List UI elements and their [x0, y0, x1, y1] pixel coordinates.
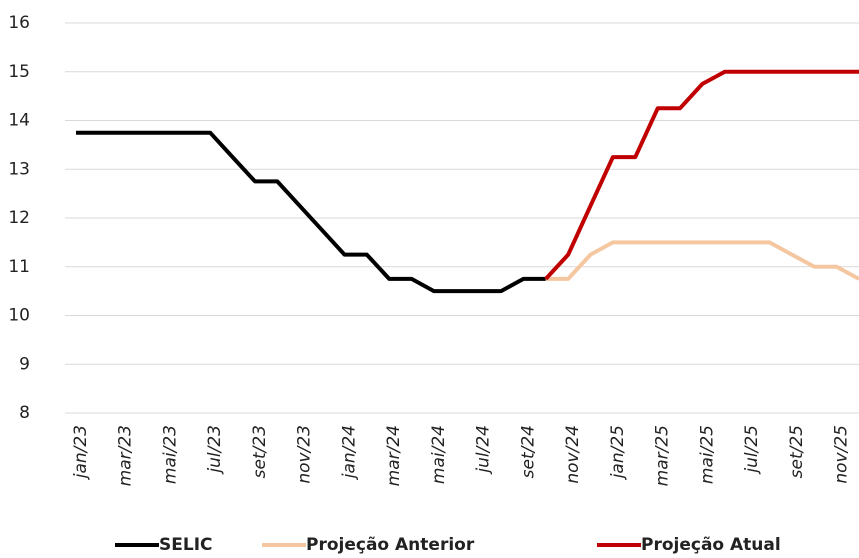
- series-line: [544, 69, 859, 281]
- x-tick-label: nov/24: [563, 425, 583, 484]
- x-tick-label: mar/24: [384, 425, 404, 486]
- x-tick-label: mar/23: [116, 425, 136, 486]
- y-tick-label: 8: [19, 403, 30, 423]
- x-tick-label: set/24: [518, 425, 538, 478]
- x-tick-label: mai/23: [160, 425, 180, 484]
- legend-label: Projeção Anterior: [306, 535, 475, 555]
- x-tick-label: mai/24: [429, 425, 449, 484]
- y-tick-label: 14: [8, 111, 30, 131]
- y-tick-label: 9: [19, 354, 30, 374]
- x-tick-label: set/23: [250, 425, 270, 478]
- y-tick-label: 10: [8, 306, 30, 326]
- legend-label: SELIC: [159, 535, 213, 555]
- y-tick-label: 16: [8, 13, 30, 33]
- x-tick-label: nov/23: [295, 425, 315, 484]
- x-tick-label: jan/23: [71, 425, 91, 480]
- y-tick-label: 15: [8, 62, 30, 82]
- y-tick-label: 12: [8, 208, 30, 228]
- x-tick-label: mai/25: [697, 425, 717, 484]
- y-tick-label: 13: [8, 159, 30, 179]
- x-tick-label: jul/23: [205, 425, 225, 475]
- series-line: [76, 130, 546, 294]
- x-tick-label: jul/25: [742, 425, 762, 475]
- legend-label: Projeção Atual: [641, 535, 781, 555]
- x-tick-label: jul/24: [474, 425, 494, 475]
- x-tick-label: nov/25: [832, 425, 852, 484]
- series-line: [545, 240, 859, 281]
- x-tick-label: set/25: [787, 425, 807, 478]
- x-tick-label: jan/25: [608, 425, 628, 480]
- y-tick-label: 11: [8, 257, 30, 277]
- x-tick-label: mar/25: [653, 425, 673, 486]
- x-tick-label: jan/24: [339, 425, 359, 480]
